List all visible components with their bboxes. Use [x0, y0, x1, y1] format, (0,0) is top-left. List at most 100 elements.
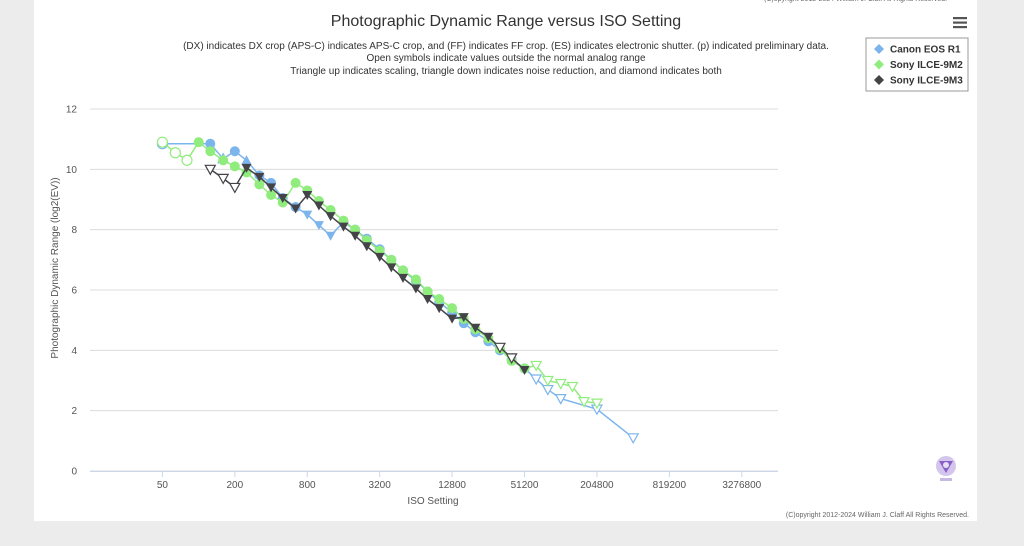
x-tick-label: 204800 — [580, 480, 614, 491]
data-point[interactable] — [410, 274, 421, 285]
data-point[interactable] — [530, 360, 543, 372]
x-tick-label: 800 — [299, 480, 316, 491]
data-point[interactable] — [590, 398, 603, 410]
top-copyright: (C)opyright 2012-2024 William J. Claff A… — [764, 0, 947, 3]
legend-item[interactable]: Sony ILCE-9M2 — [874, 59, 963, 72]
data-point[interactable] — [483, 332, 494, 342]
grid-lines — [90, 108, 778, 477]
data-point[interactable] — [397, 273, 408, 283]
data-point[interactable] — [447, 314, 458, 324]
x-tick-label: 3200 — [369, 480, 392, 491]
data-point[interactable] — [350, 231, 361, 241]
data-point[interactable] — [374, 252, 385, 262]
y-tick-label: 6 — [71, 286, 77, 297]
data-point[interactable] — [181, 154, 193, 166]
data-point[interactable] — [422, 295, 433, 305]
data-point[interactable] — [218, 155, 229, 166]
y-tick-label: 8 — [71, 225, 77, 236]
data-point[interactable] — [302, 190, 313, 200]
series-line — [209, 166, 526, 371]
data-point[interactable] — [254, 179, 265, 190]
data-point[interactable] — [434, 294, 445, 305]
data-point[interactable] — [204, 164, 217, 176]
data-point[interactable] — [169, 147, 181, 159]
legend-item[interactable]: Sony ILCE-9M3 — [874, 75, 963, 87]
data-point[interactable] — [493, 342, 506, 354]
data-point[interactable] — [458, 313, 469, 323]
data-point[interactable] — [205, 146, 216, 157]
y-tick-label: 4 — [71, 346, 77, 357]
data-point[interactable] — [386, 254, 397, 265]
data-point[interactable] — [447, 303, 458, 314]
data-point[interactable] — [313, 201, 324, 211]
data-point[interactable] — [156, 136, 169, 148]
chart-subtitle-line-1: (DX) indicates DX crop (APS-C) indicates… — [183, 41, 829, 52]
legend-label: Sony ILCE-9M2 — [890, 60, 963, 71]
data-point[interactable] — [241, 163, 252, 173]
data-point[interactable] — [422, 286, 433, 297]
data-point[interactable] — [434, 304, 445, 314]
legend-diamond-icon — [874, 59, 884, 70]
x-tick-label: 819200 — [653, 480, 687, 491]
data-point[interactable] — [325, 212, 336, 222]
data-point[interactable] — [193, 137, 204, 148]
data-point[interactable] — [266, 183, 277, 193]
chart-svg: (C)opyright 2012-2024 William J. Claff A… — [50, 0, 970, 519]
data-point[interactable] — [313, 221, 324, 231]
x-axis-title: ISO Setting — [407, 496, 458, 507]
data-point[interactable] — [627, 433, 640, 445]
chart-title: Photographic Dynamic Range versus ISO Se… — [331, 13, 681, 30]
data-point[interactable] — [277, 193, 288, 203]
data-point[interactable] — [290, 204, 301, 214]
data-point[interactable] — [241, 155, 252, 165]
data-point[interactable] — [302, 210, 313, 220]
x-tick-label: 12800 — [438, 480, 466, 491]
axis-ticks: 0 2 4 6 8 10 12 50 200 800 3200 12800 51200 204800 819… — [66, 105, 762, 492]
data-point[interactable] — [578, 397, 591, 408]
data-point[interactable] — [530, 374, 543, 386]
legend-diamond-icon — [874, 44, 884, 54]
logo-badge-icon — [936, 456, 956, 481]
data-point[interactable] — [541, 375, 554, 387]
y-tick-label: 12 — [66, 105, 78, 116]
data-point[interactable] — [386, 263, 397, 273]
data-point[interactable] — [554, 378, 567, 390]
data-point[interactable] — [397, 265, 408, 276]
data-point[interactable] — [410, 284, 421, 294]
legend-label: Canon EOS R1 — [890, 45, 961, 56]
legend-diamond-icon — [874, 75, 884, 85]
y-axis-title: Photographic Dynamic Range (log2(EV)) — [50, 177, 61, 358]
series-sony-ilce-9m3 — [204, 163, 530, 375]
data-point[interactable] — [217, 173, 230, 185]
data-point[interactable] — [325, 231, 336, 241]
x-tick-label: 50 — [157, 480, 169, 491]
data-point[interactable] — [205, 138, 216, 149]
y-tick-label: 0 — [71, 467, 77, 478]
data-point[interactable] — [566, 381, 579, 393]
data-point[interactable] — [554, 394, 567, 405]
data-point[interactable] — [470, 323, 481, 333]
legend-item[interactable]: Canon EOS R1 — [874, 44, 961, 56]
data-point[interactable] — [229, 161, 240, 172]
y-tick-label: 2 — [71, 406, 77, 417]
data-point[interactable] — [505, 353, 518, 365]
x-tick-label: 3276800 — [722, 480, 761, 491]
chart-card: (C)opyright 2012-2024 William J. Claff A… — [34, 0, 977, 521]
legend: Canon EOS R1 Sony ILCE-9M2 Sony ILCE-9M3 — [865, 37, 969, 92]
bottom-copyright: (C)opyright 2012-2024 William J. Claff A… — [786, 512, 969, 519]
x-tick-label: 200 — [226, 480, 243, 491]
series-canon-eos-r1 — [156, 138, 640, 445]
data-point[interactable] — [519, 365, 530, 375]
data-point[interactable] — [229, 146, 240, 157]
data-point[interactable] — [361, 242, 372, 252]
hamburger-menu-icon[interactable] — [950, 14, 970, 34]
data-point[interactable] — [338, 222, 349, 232]
chart-subtitle-line-2: Open symbols indicate values outside the… — [366, 53, 645, 64]
data-point[interactable] — [541, 384, 554, 396]
legend-label: Sony ILCE-9M3 — [890, 76, 963, 87]
data-point[interactable] — [290, 177, 301, 188]
y-tick-label: 10 — [66, 165, 78, 176]
data-point[interactable] — [254, 172, 265, 182]
data-point[interactable] — [228, 182, 241, 194]
data-point[interactable] — [266, 189, 277, 200]
